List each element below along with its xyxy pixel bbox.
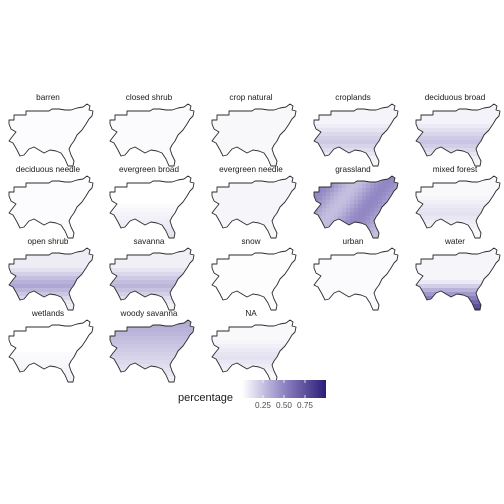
panel-na: NA — [211, 309, 297, 383]
panel-open-shrub: open shrub — [8, 237, 94, 311]
panel-shading — [9, 352, 93, 382]
panel-deciduous-broad: deciduous broad — [415, 93, 501, 167]
panel-title: urban — [343, 237, 364, 246]
region-outline — [8, 319, 94, 383]
panel-title: wetlands — [31, 309, 64, 318]
panel-closed-shrub: closed shrub — [109, 93, 195, 167]
region-outline — [211, 247, 297, 311]
panel-deciduous-needle: deciduous needle — [8, 165, 94, 239]
panel-croplands: croplands — [313, 93, 399, 167]
panel-shading — [212, 320, 296, 382]
panel-woody-savanna: woody savanna — [109, 309, 195, 383]
panel-evergreen-broad: evergreen broad — [109, 165, 195, 239]
panel-urban: urban — [313, 237, 399, 311]
region-outline — [313, 103, 399, 167]
panel-title: deciduous needle — [16, 165, 81, 174]
panel-shading — [110, 320, 194, 382]
panel-shading — [9, 104, 93, 166]
panel-savanna: savanna — [109, 237, 195, 311]
legend-tick-label: 0.75 — [297, 401, 313, 410]
panel-wetlands: wetlands — [8, 309, 94, 383]
panel-shading — [416, 248, 500, 310]
panel-title: open shrub — [28, 237, 69, 246]
panel-title: barren — [36, 93, 60, 102]
region-outline — [109, 103, 195, 167]
panel-shading — [314, 248, 398, 310]
region-outline — [313, 175, 399, 239]
panel-title: mixed forest — [433, 165, 478, 174]
legend-tick-label: 0.25 — [255, 401, 271, 410]
panel-title: water — [444, 237, 465, 246]
region-outline — [8, 103, 94, 167]
region-outline — [8, 247, 94, 311]
panel-shading — [314, 176, 398, 238]
region-outline — [415, 103, 501, 167]
legend-colorbar — [242, 380, 326, 398]
panel-shading — [416, 176, 500, 238]
panel-crop-natural: crop natural — [211, 93, 297, 167]
panel-title: NA — [245, 309, 257, 318]
legend-ticks: 0.25 0.50 0.75 — [255, 380, 313, 410]
color-legend: percentage 0.25 0.50 0.75 — [178, 380, 326, 410]
panel-water: water — [415, 237, 501, 311]
panel-barren: barren — [8, 93, 94, 167]
panel-title: deciduous broad — [425, 93, 486, 102]
region-outline — [109, 175, 195, 239]
panel-shading — [212, 248, 296, 310]
map-panels: barren closed shrub crop natural croplands d… — [8, 93, 501, 383]
panel-shading — [110, 104, 194, 166]
panel-title: woody savanna — [120, 309, 178, 318]
panel-mixed-forest: mixed forest — [415, 165, 501, 239]
panel-shading — [212, 104, 296, 166]
panel-shading — [212, 176, 296, 238]
region-outline — [8, 175, 94, 239]
legend-title: percentage — [178, 392, 233, 404]
panel-title: crop natural — [229, 93, 272, 102]
region-outline — [211, 175, 297, 239]
region-outline — [415, 175, 501, 239]
panel-title: savanna — [134, 237, 165, 246]
panel-snow: snow — [211, 237, 297, 311]
panel-shading — [110, 248, 194, 310]
panel-title: snow — [241, 237, 260, 246]
legend-tick-label: 0.50 — [276, 401, 292, 410]
panel-title: grassland — [335, 165, 371, 174]
panel-title: evergreen broad — [119, 165, 180, 174]
panel-evergreen-needle: evergreen needle — [211, 165, 297, 239]
region-outline — [211, 103, 297, 167]
region-outline — [109, 247, 195, 311]
region-outline — [313, 247, 399, 311]
panel-title: closed shrub — [126, 93, 173, 102]
panel-title: croplands — [335, 93, 371, 102]
panel-grassland: grassland — [313, 165, 399, 239]
panel-title: evergreen needle — [219, 165, 283, 174]
panel-shading — [314, 104, 398, 166]
panel-shading — [416, 104, 500, 166]
panel-shading — [9, 176, 93, 238]
region-outline — [415, 247, 501, 311]
region-outline — [109, 319, 195, 383]
region-outline — [211, 319, 297, 383]
panel-shading — [9, 248, 93, 310]
